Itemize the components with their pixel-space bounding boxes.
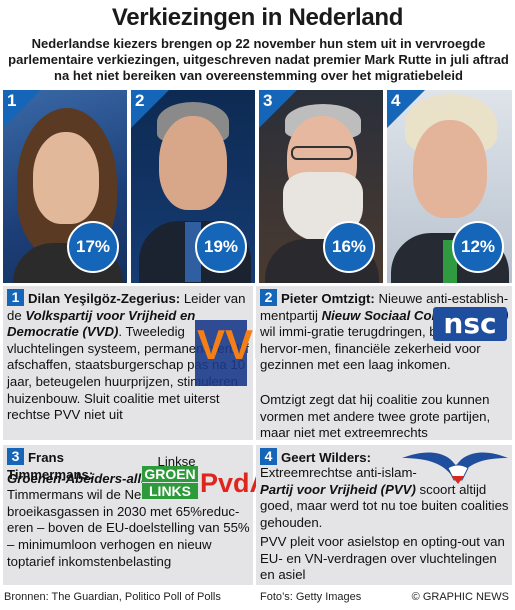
panel-number-3: 3 <box>7 448 24 465</box>
gl-logo-line2: LINKS <box>142 483 198 499</box>
panel-number-1: 1 <box>7 289 24 306</box>
poll-percent-3: 16% <box>323 221 375 273</box>
candidate-name-1: Dilan Yeşilgöz-Zegerius: <box>28 291 181 306</box>
panel-4-text-a: Extreemrechtse anti-islam- <box>260 465 417 480</box>
footer: Bronnen: The Guardian, Politico Poll of … <box>4 589 511 605</box>
rank-number-3: 3 <box>263 91 273 110</box>
panel-nsc-text-2: Omtzigt zegt dat hij coalitie zou kunnen… <box>260 392 491 441</box>
panel-pvv <box>256 445 512 585</box>
panel-vvd-text: 1 Dilan Yeşilgöz-Zegerius: Leider van de … <box>7 289 250 424</box>
footer-copyright: © GRAPHIC NEWS <box>411 591 509 603</box>
nsc-logo: nsc <box>433 307 507 341</box>
candidate-photo-4: 4 12% <box>387 90 512 283</box>
panel-4-text-b: scoort altijd goed, maar werd tot nu toe… <box>260 481 509 530</box>
panel-1-text-b: . Tweeledig vluchtelingen systeem, perma… <box>7 324 249 423</box>
panel-pvv-text: Extreemrechtse anti-islam- Partij voor Vr… <box>260 465 509 531</box>
rank-corner-3 <box>259 90 297 128</box>
candidate-photo-2: 2 19% <box>131 90 255 283</box>
candidate-photo-3: 3 16% <box>259 90 383 283</box>
rank-number-4: 4 <box>391 91 401 110</box>
poll-percent-2: 19% <box>195 221 247 273</box>
party-name-pvv: Partij voor Vrijheid (PVV) <box>260 481 416 497</box>
candidate-photos: 1 17% 2 19% 3 16% 4 12% <box>3 90 512 283</box>
panel-nsc-text: 2 Pieter Omtzigt: Nieuwe anti-establish-m… <box>260 289 509 374</box>
poll-percent-4: 12% <box>452 221 504 273</box>
panel-pvv-text-2: PVV pleit voor asielstop en opting-out v… <box>260 534 505 583</box>
vvd-logo: VVD <box>195 320 283 386</box>
rank-number-1: 1 <box>7 91 17 110</box>
glpvda-logo: GROEN LINKS PvdA <box>142 466 269 502</box>
panel-2-text-b: wil immi-gratie terugdringen, belastinge… <box>260 324 497 373</box>
panel-2-text-a: Nieuwe anti-establish-mentpartij <box>260 291 509 323</box>
rank-corner-1 <box>3 90 41 128</box>
panel-3-text-b: . Timmermans wil de Nederlandse uitstoot… <box>7 471 250 569</box>
gl-logo-line1: GROEN <box>142 466 198 482</box>
candidate-photo-1: 1 17% <box>3 90 127 283</box>
pvv-seagull-logo <box>402 452 508 484</box>
candidate-name-3: Frans Timmermans: <box>7 450 94 482</box>
page-title: Verkiezingen in Nederland <box>111 4 404 31</box>
rank-number-2: 2 <box>135 91 145 110</box>
panel-glpvda-head: 3 Frans Timmermans: <box>7 448 147 483</box>
footer-sources: Bronnen: The Guardian, Politico Poll of … <box>4 591 221 603</box>
poll-percent-1: 17% <box>67 221 119 273</box>
panel-number-4: 4 <box>260 448 277 465</box>
footer-photo-credit: Foto’s: Getty Images <box>260 591 362 603</box>
page-subtitle: Nederlandse kiezers brengen op 22 novemb… <box>8 36 509 83</box>
party-name-vvd: Volkspartij voor Vrijheid en Democratie … <box>7 307 196 340</box>
panel-number-2: 2 <box>260 289 277 306</box>
panel-1-text-a: Leider van de <box>7 291 246 323</box>
rank-corner-4 <box>387 90 425 128</box>
rank-corner-2 <box>131 90 169 128</box>
panel-pvv-head: 4 Geert Wilders: <box>260 448 509 467</box>
candidate-name-2: Pieter Omtzigt: <box>281 291 375 306</box>
panel-glpvda-text: ​Frans Timmermans: Linkse Groenen-Abeide… <box>7 448 250 570</box>
panel-3-text-a: Linkse <box>153 454 196 469</box>
candidate-name-4: Geert Wilders: <box>281 450 372 465</box>
